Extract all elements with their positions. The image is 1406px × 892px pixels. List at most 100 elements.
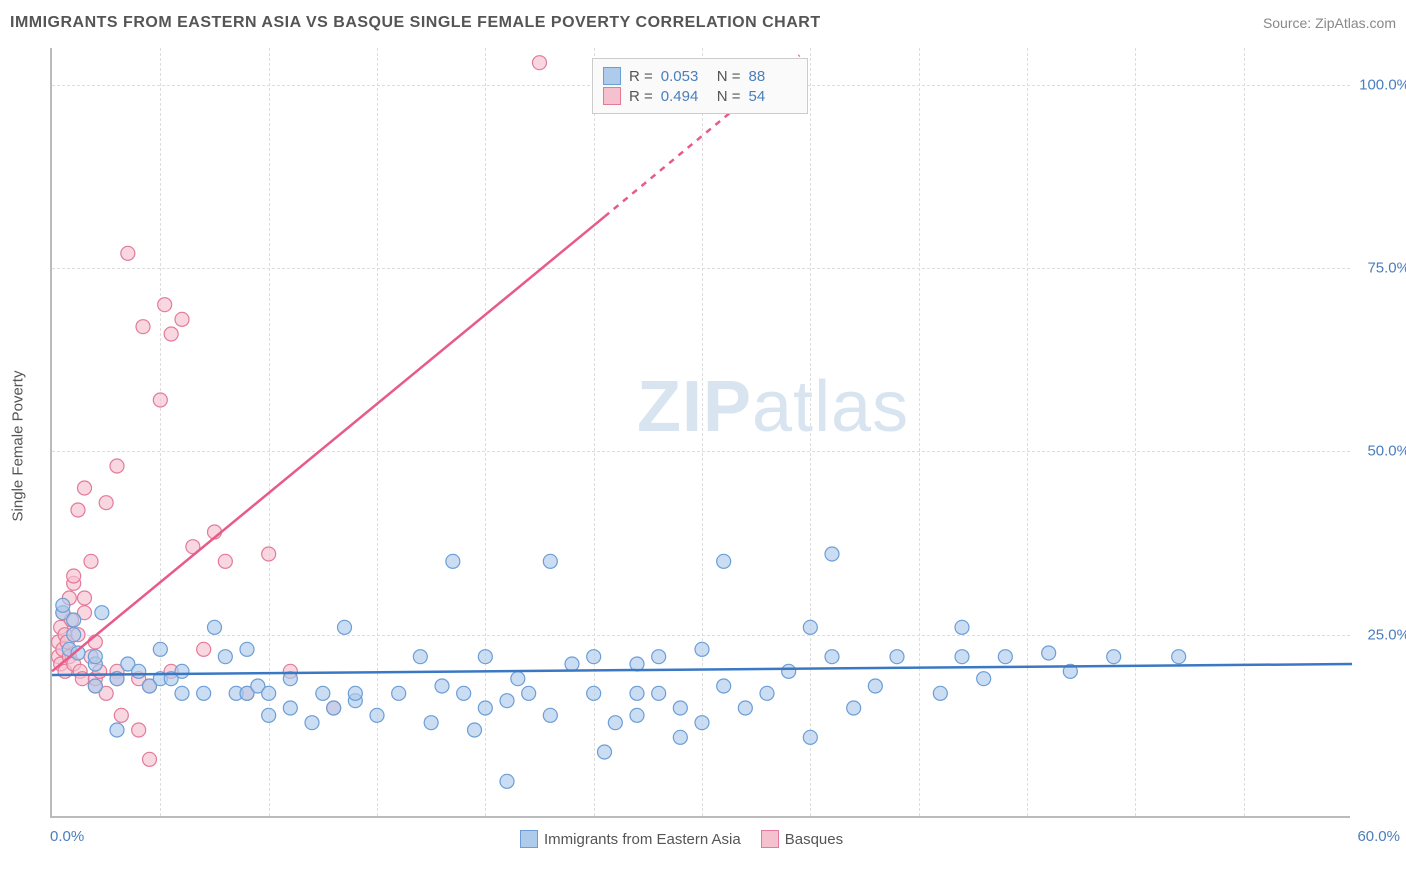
data-point xyxy=(175,664,189,678)
data-point xyxy=(478,701,492,715)
data-point xyxy=(457,686,471,700)
data-point xyxy=(240,642,254,656)
legend-swatch xyxy=(603,67,621,85)
data-point xyxy=(587,650,601,664)
n-value: 54 xyxy=(749,88,797,105)
data-point xyxy=(348,686,362,700)
data-point xyxy=(67,613,81,627)
data-point xyxy=(933,686,947,700)
data-point xyxy=(78,591,92,605)
trend-line xyxy=(52,664,1352,675)
n-label: N = xyxy=(717,68,741,85)
data-point xyxy=(435,679,449,693)
data-point xyxy=(500,774,514,788)
chart-title: IMMIGRANTS FROM EASTERN ASIA VS BASQUE S… xyxy=(10,14,821,32)
data-point xyxy=(717,554,731,568)
data-point xyxy=(803,620,817,634)
data-point xyxy=(1042,646,1056,660)
y-tick-label: 100.0% xyxy=(1355,76,1406,93)
data-point xyxy=(283,701,297,715)
legend-label: Immigrants from Eastern Asia xyxy=(544,831,741,848)
data-point xyxy=(338,620,352,634)
r-value: 0.494 xyxy=(661,88,709,105)
legend-row: R =0.053N =88 xyxy=(603,67,797,85)
data-point xyxy=(327,701,341,715)
data-point xyxy=(543,554,557,568)
legend-label: Basques xyxy=(785,831,843,848)
data-point xyxy=(630,708,644,722)
data-point xyxy=(587,686,601,700)
data-point xyxy=(143,752,157,766)
x-tick-label: 60.0% xyxy=(1357,828,1400,845)
data-point xyxy=(99,496,113,510)
data-point xyxy=(955,650,969,664)
data-point xyxy=(695,716,709,730)
data-point xyxy=(305,716,319,730)
data-point xyxy=(197,642,211,656)
source-attribution: Source: ZipAtlas.com xyxy=(1263,15,1396,31)
data-point xyxy=(511,672,525,686)
correlation-legend: R =0.053N =88R =0.494N =54 xyxy=(592,58,808,114)
data-point xyxy=(175,686,189,700)
data-point xyxy=(652,650,666,664)
data-point xyxy=(132,723,146,737)
data-point xyxy=(114,708,128,722)
r-label: R = xyxy=(629,88,653,105)
y-tick-label: 25.0% xyxy=(1355,626,1406,643)
data-point xyxy=(533,56,547,70)
r-value: 0.053 xyxy=(661,68,709,85)
data-point xyxy=(88,650,102,664)
data-point xyxy=(78,481,92,495)
data-point xyxy=(164,327,178,341)
trend-line xyxy=(52,217,605,672)
data-point xyxy=(500,694,514,708)
data-point xyxy=(56,598,70,612)
n-label: N = xyxy=(717,88,741,105)
data-point xyxy=(110,723,124,737)
data-point xyxy=(316,686,330,700)
y-tick-label: 75.0% xyxy=(1355,260,1406,277)
legend-row: R = 0.494 N = 54 xyxy=(603,87,797,105)
data-point xyxy=(413,650,427,664)
data-point xyxy=(673,701,687,715)
data-point xyxy=(760,686,774,700)
data-point xyxy=(218,554,232,568)
data-point xyxy=(890,650,904,664)
data-point xyxy=(803,730,817,744)
data-point xyxy=(825,547,839,561)
legend-swatch xyxy=(761,830,779,848)
data-point xyxy=(132,664,146,678)
data-point xyxy=(652,686,666,700)
data-point xyxy=(522,686,536,700)
data-point xyxy=(543,708,557,722)
series-legend: Immigrants from Eastern Asia Basques xyxy=(520,830,843,848)
data-point xyxy=(153,642,167,656)
y-tick-label: 50.0% xyxy=(1355,443,1406,460)
data-point xyxy=(825,650,839,664)
data-point xyxy=(608,716,622,730)
data-point xyxy=(121,246,135,260)
data-point xyxy=(197,686,211,700)
r-label: R = xyxy=(629,68,653,85)
data-point xyxy=(478,650,492,664)
data-point xyxy=(262,547,276,561)
y-axis-title: Single Female Poverty xyxy=(10,371,27,522)
legend-item: Immigrants from Eastern Asia xyxy=(520,830,741,848)
data-point xyxy=(67,628,81,642)
data-point xyxy=(782,664,796,678)
data-point xyxy=(955,620,969,634)
data-point xyxy=(1172,650,1186,664)
data-point xyxy=(88,679,102,693)
data-point xyxy=(695,642,709,656)
data-point xyxy=(208,620,222,634)
data-point xyxy=(218,650,232,664)
data-point xyxy=(446,554,460,568)
data-point xyxy=(262,686,276,700)
data-point xyxy=(175,312,189,326)
data-point xyxy=(868,679,882,693)
data-point xyxy=(424,716,438,730)
data-point xyxy=(95,606,109,620)
data-point xyxy=(630,686,644,700)
legend-swatch xyxy=(520,830,538,848)
data-point xyxy=(153,393,167,407)
